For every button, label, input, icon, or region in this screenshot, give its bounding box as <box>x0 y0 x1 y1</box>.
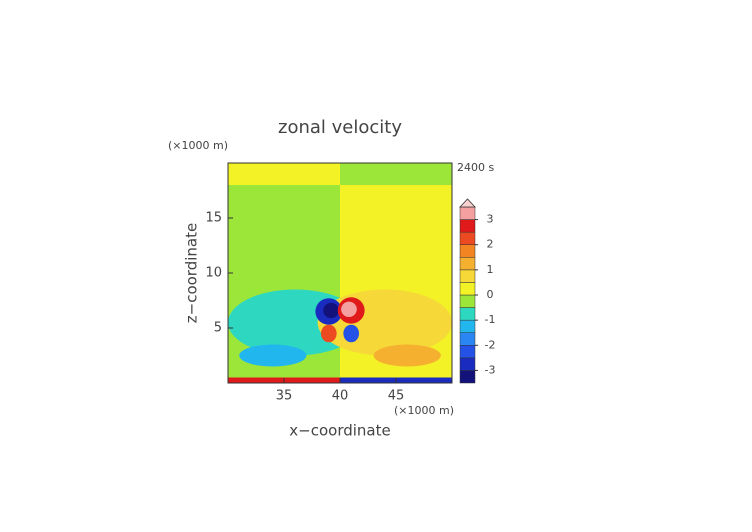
colorbar-band <box>459 307 476 321</box>
colorbar-band <box>459 231 476 245</box>
colorbar-tick-label: 3 <box>487 213 494 226</box>
field-region <box>340 163 452 185</box>
colorbar-band <box>459 219 476 233</box>
chart-title: zonal velocity <box>278 117 402 138</box>
colorbar-band <box>459 206 476 220</box>
colorbar-tick-label: -3 <box>485 363 496 376</box>
x-tick-label: 40 <box>332 389 349 404</box>
colorbar-band <box>459 370 476 384</box>
contour-blob <box>317 289 452 356</box>
contour-blob <box>341 301 357 317</box>
x-tick-label: 35 <box>276 389 293 404</box>
contour-blob <box>323 302 339 319</box>
colorbar-band <box>459 282 476 296</box>
contour-blob <box>320 324 337 343</box>
y-tick-label: 15 <box>205 211 222 226</box>
x-tick-label: 45 <box>388 389 405 404</box>
colorbar-extend <box>459 198 476 208</box>
colorbar-band <box>459 244 476 258</box>
colorbar-band <box>459 319 476 333</box>
x-label: x−coordinate <box>289 422 390 440</box>
colorbar-tick-label: 0 <box>487 288 494 301</box>
y-label: z−coordinate <box>183 223 201 323</box>
colorbar-tick-label: 1 <box>487 263 494 276</box>
y-unit: (×1000 m) <box>168 139 228 152</box>
contour-blob <box>343 324 360 343</box>
plot-area <box>228 163 452 383</box>
field-region <box>228 163 340 185</box>
time-label: 2400 s <box>457 161 494 174</box>
colorbar-band <box>459 269 476 283</box>
contour-blob <box>239 344 307 367</box>
colorbar-tick-label: -1 <box>485 313 496 326</box>
colorbar-band <box>459 345 476 359</box>
colorbar-tick-label: 2 <box>487 238 494 251</box>
colorbar-band <box>459 357 476 371</box>
colorbar-band <box>459 294 476 308</box>
colorbar-band <box>459 257 476 271</box>
y-tick-label: 5 <box>214 321 222 336</box>
x-unit: (×1000 m) <box>394 404 454 417</box>
colorbar-tick-label: -2 <box>485 338 496 351</box>
contour-blob <box>373 344 441 367</box>
colorbar-band <box>459 332 476 346</box>
y-tick-label: 10 <box>205 266 222 281</box>
